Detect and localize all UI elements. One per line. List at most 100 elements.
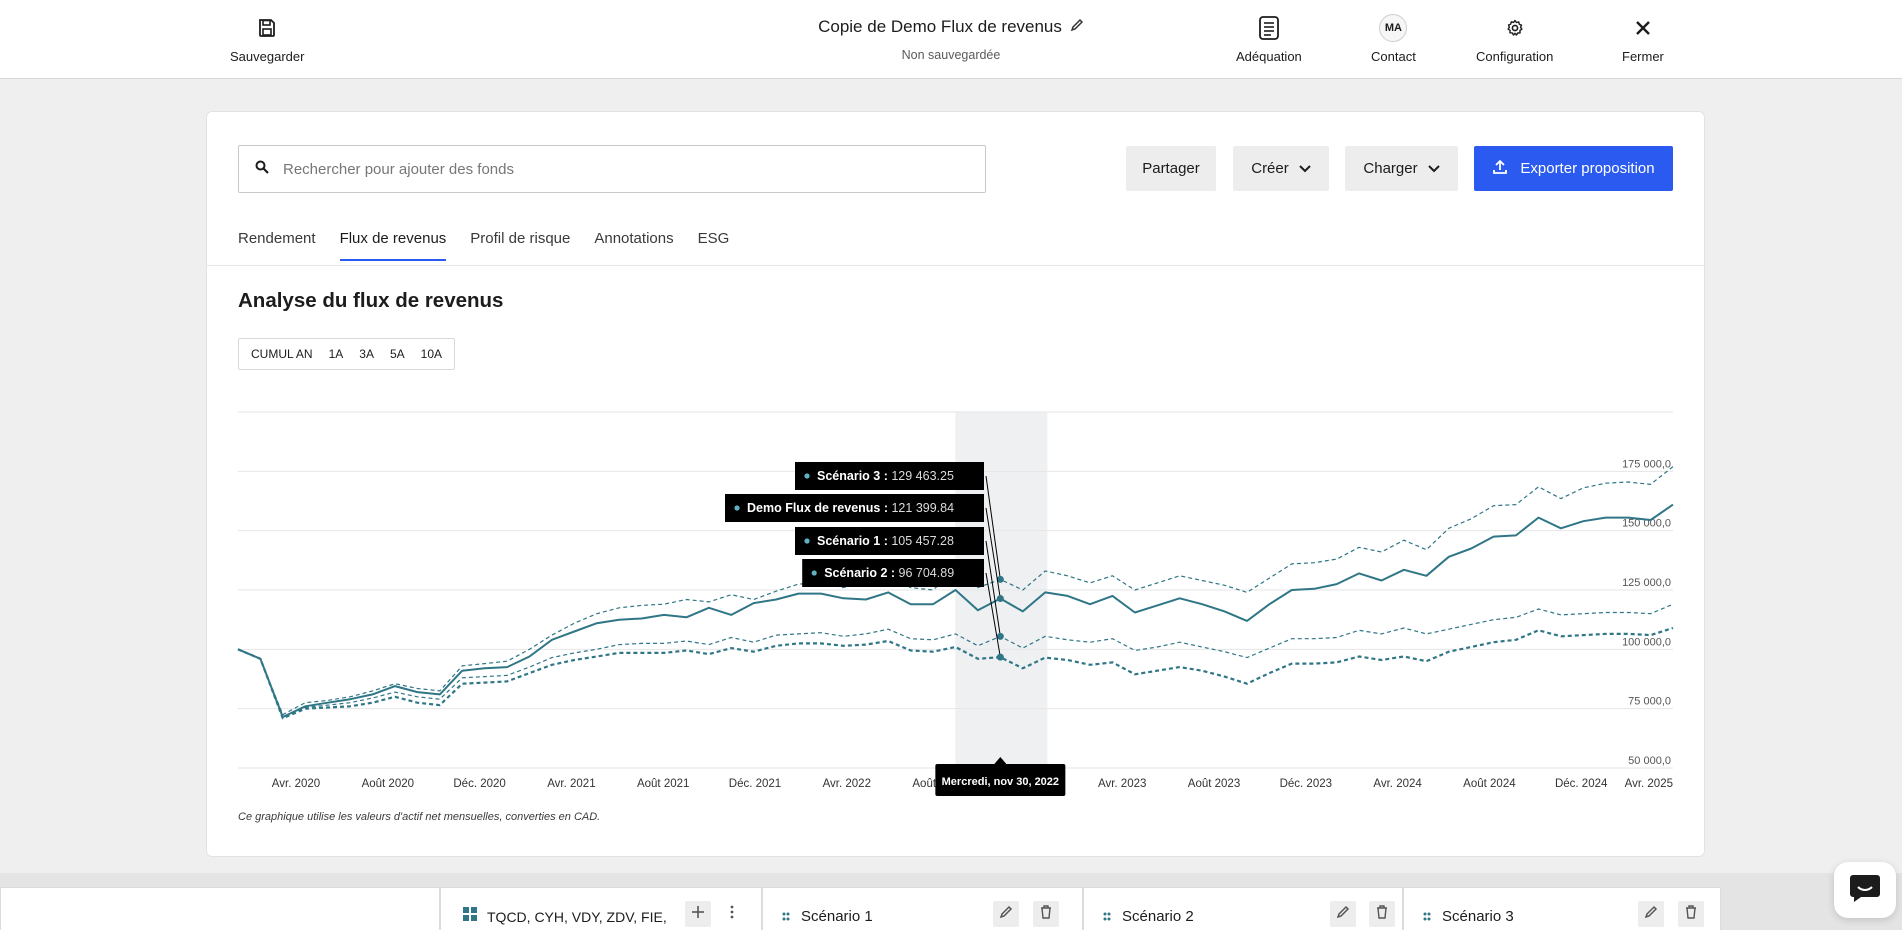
tooltip-text: Demo Flux de revenus : 121 399.84 (747, 501, 954, 515)
tab-divider (207, 265, 1704, 266)
tab-flux-de-revenus[interactable]: Flux de revenus (339, 230, 446, 261)
trash-icon (1376, 904, 1388, 924)
plus-icon (691, 905, 705, 924)
top-bar: Sauvegarder Copie de Demo Flux de revenu… (0, 0, 1902, 79)
pencil-icon[interactable] (1070, 18, 1084, 37)
add-button[interactable] (685, 901, 711, 927)
share-button[interactable]: Partager (1126, 146, 1216, 191)
chevron-down-icon (1299, 160, 1311, 177)
trash-icon (1040, 904, 1052, 924)
tooltip-text: Scénario 2 : 96 704.89 (824, 566, 954, 580)
y-tick-label: 150 000,0 (1622, 518, 1671, 530)
tooltip-connector (985, 475, 1001, 580)
tab-annotations[interactable]: Annotations (594, 230, 674, 247)
pencil-icon (1336, 905, 1350, 924)
scenario-3-panel: Scénario 3 (1403, 887, 1721, 930)
kebab-menu-icon (730, 905, 734, 924)
period-selector: CUMUL AN 1A 3A 5A 10A (238, 338, 455, 370)
x-tick-label: Avr. 2024 (1373, 778, 1422, 790)
save-icon (254, 14, 280, 42)
tab-esg[interactable]: ESG (697, 230, 730, 247)
series-line-3 (237, 603, 1674, 719)
chart-footnote: Ce graphique utilise les valeurs d'actif… (238, 811, 601, 823)
crosshair-label: Mercredi, nov 30, 2022 (942, 776, 1059, 788)
grid-icon (463, 907, 477, 926)
period-3y[interactable]: 3A (359, 347, 374, 361)
edit-scenario-3-button[interactable] (1638, 901, 1664, 927)
chevron-down-icon (1427, 160, 1440, 177)
x-tick-label: Déc. 2024 (1555, 778, 1608, 790)
y-tick-label: 50 000,0 (1628, 755, 1671, 767)
load-label: Charger (1363, 160, 1418, 177)
drag-handle-icon[interactable] (1102, 911, 1112, 923)
tooltip-text: Scénario 3 : 129 463.25 (817, 469, 954, 483)
delete-scenario-1-button[interactable] (1033, 901, 1059, 927)
period-1y[interactable]: 1A (328, 347, 344, 361)
chat-button[interactable] (1834, 862, 1896, 918)
section-title: Analyse du flux de revenus (238, 289, 504, 312)
create-button[interactable]: Créer (1233, 146, 1329, 191)
trash-icon (1685, 904, 1697, 924)
tooltip-dot (804, 473, 810, 479)
series-line-2 (237, 503, 1674, 718)
edit-scenario-1-button[interactable] (993, 901, 1019, 927)
x-tick-label: Déc. 2021 (729, 778, 781, 790)
document-status: Non sauvegardée (901, 48, 1001, 62)
more-options-button[interactable] (719, 901, 745, 927)
hover-point (996, 632, 1004, 640)
save-button[interactable]: Sauvegarder (230, 14, 304, 64)
contact-button[interactable]: MA Contact (1371, 14, 1416, 64)
x-tick-label: Août 2024 (1463, 778, 1516, 790)
scenario-2-panel: Scénario 2 (1083, 887, 1403, 930)
tab-bar: Rendement Flux de revenus Profil de risq… (238, 230, 753, 261)
tooltip-connector (985, 572, 1001, 658)
x-tick-label: Avr. 2021 (547, 778, 595, 790)
tab-rendement[interactable]: Rendement (238, 230, 316, 247)
tooltip-text: Scénario 1 : 105 457.28 (817, 534, 954, 548)
tooltip-dot (734, 505, 740, 511)
drag-handle-icon[interactable] (781, 911, 791, 923)
x-tick-label: Déc. 2020 (453, 778, 505, 790)
period-10y[interactable]: 10A (420, 347, 442, 361)
tooltip-box (795, 527, 984, 555)
adequation-label: Adéquation (1236, 49, 1302, 64)
load-button[interactable]: Charger (1345, 146, 1458, 191)
upload-icon (1492, 159, 1508, 179)
scenario-2-name: Scénario 2 (1122, 908, 1194, 925)
share-label: Partager (1142, 160, 1200, 177)
document-header: Copie de Demo Flux de revenus Non sauveg… (0, 17, 1902, 62)
delete-scenario-3-button[interactable] (1678, 901, 1704, 927)
drag-handle-icon[interactable] (1422, 911, 1432, 923)
y-tick-label: 75 000,0 (1628, 696, 1671, 708)
period-5y[interactable]: 5A (389, 347, 405, 361)
pencil-icon (999, 905, 1013, 924)
tab-profil-de-risque[interactable]: Profil de risque (470, 230, 571, 247)
y-tick-label: 125 000,0 (1622, 577, 1671, 589)
pencil-icon (1644, 905, 1658, 924)
contact-label: Contact (1371, 49, 1416, 64)
configuration-button[interactable]: Configuration (1476, 14, 1553, 64)
adequation-button[interactable]: Adéquation (1236, 14, 1302, 64)
period-ytd[interactable]: CUMUL AN (251, 347, 313, 361)
funds-list-label: TQCD, CYH, VDY, ZDV, FIE, I (487, 908, 667, 925)
search-input[interactable] (283, 160, 963, 178)
x-tick-label: Déc. 2023 (1280, 778, 1332, 790)
y-tick-label: 100 000,0 (1622, 636, 1671, 648)
income-flow-chart[interactable]: 50 000,0 75 000,0 100 000,0 125 000,0 150 00… (207, 112, 1706, 812)
edit-scenario-2-button[interactable] (1330, 901, 1356, 927)
hover-point (996, 595, 1004, 603)
x-tick-label: Avr. 2020 (272, 778, 320, 790)
tooltip-box (725, 494, 984, 522)
export-proposal-button[interactable]: Exporter proposition (1474, 146, 1673, 191)
x-tick-label: Avr. 2025 (1625, 778, 1673, 790)
x-tick-label: Août 2023 (1188, 778, 1240, 790)
x-tick-label: Avr. 2023 (1098, 778, 1146, 790)
tooltip-box (795, 462, 984, 490)
close-icon (1630, 14, 1656, 42)
fund-search-field[interactable] (238, 145, 986, 193)
delete-scenario-2-button[interactable] (1369, 901, 1395, 927)
x-tick-label: Août 2020 (362, 778, 414, 790)
scenario-1-name: Scénario 1 (801, 908, 873, 925)
close-button[interactable]: Fermer (1622, 14, 1664, 64)
tooltip-dot (804, 538, 810, 544)
